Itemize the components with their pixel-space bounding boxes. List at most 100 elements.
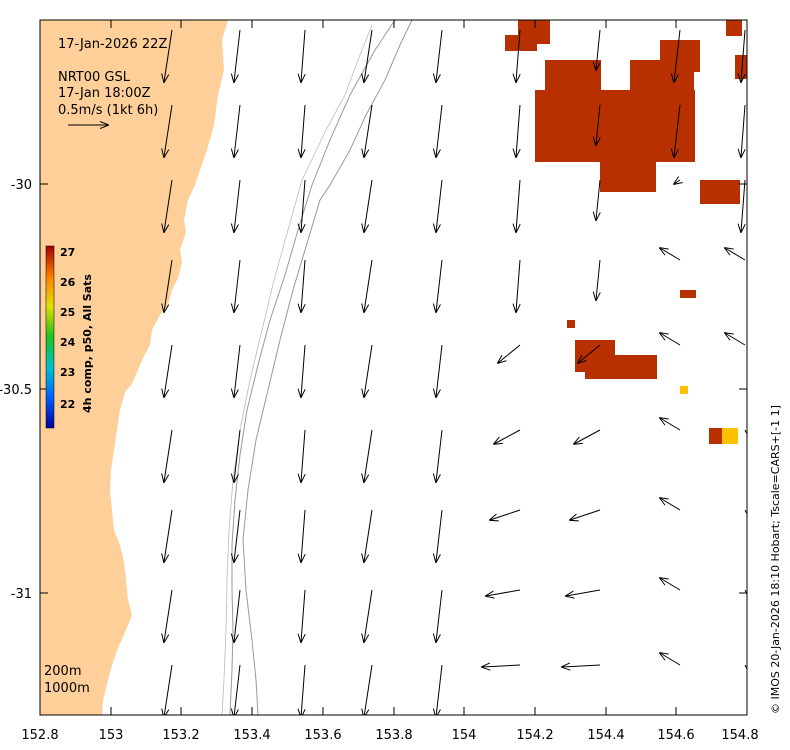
sst-pixel — [543, 130, 551, 138]
sst-pixel — [535, 106, 543, 114]
current-vectors — [164, 29, 747, 715]
contour-200m-inner — [221, 24, 373, 715]
sst-pixel — [668, 64, 676, 72]
sst-pixel — [600, 160, 608, 168]
sst-pixel — [545, 60, 553, 68]
sst-pixel — [583, 114, 591, 122]
sst-pixel — [647, 106, 655, 114]
sst-pixel — [663, 98, 671, 106]
sst-pixel — [668, 40, 676, 48]
current-vector — [660, 578, 681, 591]
current-vector — [562, 665, 601, 667]
sst-pixel — [617, 371, 625, 379]
sst-pixel — [641, 371, 649, 379]
current-vector — [436, 259, 443, 312]
sst-pixel — [543, 114, 551, 122]
sst-pixel — [599, 138, 607, 146]
sst-pixel — [607, 98, 615, 106]
sst-pixel — [575, 90, 583, 98]
sst-pixel — [601, 371, 609, 379]
sst-pixel — [663, 146, 671, 154]
sst-pixel — [684, 40, 692, 48]
sst-pixel — [655, 114, 663, 122]
current-vector — [498, 344, 521, 363]
current-vector — [301, 664, 305, 715]
sst-pixel — [591, 122, 599, 130]
sst-pixel — [551, 122, 559, 130]
x-tick-label: 154 — [452, 728, 477, 743]
sst-pixel — [662, 84, 670, 92]
sst-pixel — [607, 130, 615, 138]
sst-pixel — [654, 84, 662, 92]
sst-pixel — [607, 348, 615, 356]
sst-pixel — [575, 98, 583, 106]
sst-pixel — [559, 98, 567, 106]
sst-pixel — [687, 122, 695, 130]
sst-pixel — [616, 168, 624, 176]
sst-pixel — [561, 84, 569, 92]
current-vector — [490, 509, 521, 520]
sst-pixel — [551, 106, 559, 114]
sst-pixel — [655, 146, 663, 154]
sst-pixel — [700, 196, 708, 204]
map-title: 17-Jan-2026 22Z — [58, 37, 167, 52]
sst-pixel — [655, 106, 663, 114]
contour-200m — [229, 20, 396, 715]
sst-pixel — [646, 68, 654, 76]
sst-pixel — [631, 114, 639, 122]
sst-pixel — [609, 355, 617, 363]
sst-pixel — [593, 355, 601, 363]
sst-pixel — [559, 122, 567, 130]
sst-pixel — [575, 138, 583, 146]
sst-pixel — [708, 188, 716, 196]
x-tick-label: 153.2 — [162, 728, 199, 743]
sst-pixel — [660, 40, 668, 48]
sst-pixel — [639, 98, 647, 106]
sst-pixel — [692, 40, 700, 48]
sst-pixel — [542, 28, 550, 36]
current-vector — [164, 344, 173, 397]
sst-pixel — [700, 188, 708, 196]
current-vector — [234, 429, 241, 482]
sst-pixel — [623, 154, 631, 162]
sst-pixel — [648, 176, 656, 184]
credit-label: © IMOS 20-Jan-2026 18:10 Hobart; Tscale=… — [769, 405, 782, 714]
sst-pixel — [585, 363, 593, 371]
current-vector — [364, 589, 373, 642]
sst-pixel — [625, 363, 633, 371]
sst-pixel — [624, 160, 632, 168]
sst-pixel — [599, 348, 607, 356]
current-vector — [566, 589, 601, 596]
sst-pixel — [615, 138, 623, 146]
sst-pixel — [679, 146, 687, 154]
sst-pixel — [526, 36, 534, 44]
sst-pixel — [668, 56, 676, 64]
sst-pixel — [623, 98, 631, 106]
sst-pixel — [607, 146, 615, 154]
sst-pixel — [671, 106, 679, 114]
sst-pixel — [591, 154, 599, 162]
sst-pixel — [647, 122, 655, 130]
colorbar-tick: 26 — [60, 276, 76, 289]
sst-pixel — [679, 154, 687, 162]
sst-pixel — [526, 20, 534, 28]
sst-pixel — [551, 138, 559, 146]
sst-pixel — [535, 90, 543, 98]
sst-pixel — [559, 130, 567, 138]
sst-pixel — [660, 56, 668, 64]
sst-pixel — [639, 130, 647, 138]
sst-pixel — [545, 76, 553, 84]
sst-pixel — [671, 130, 679, 138]
sst-pixel — [662, 76, 670, 84]
sst-pixel — [623, 90, 631, 98]
sst-pixel — [585, 371, 593, 379]
x-tick-label: 153.6 — [304, 728, 341, 743]
sst-pixel — [575, 130, 583, 138]
sst-pixel — [676, 64, 684, 72]
sst-pixel — [577, 68, 585, 76]
sst-pixel — [575, 114, 583, 122]
sst-pixel — [534, 36, 542, 44]
sst-pixel — [591, 98, 599, 106]
sst-pixel — [709, 428, 717, 436]
sst-pixel — [615, 146, 623, 154]
